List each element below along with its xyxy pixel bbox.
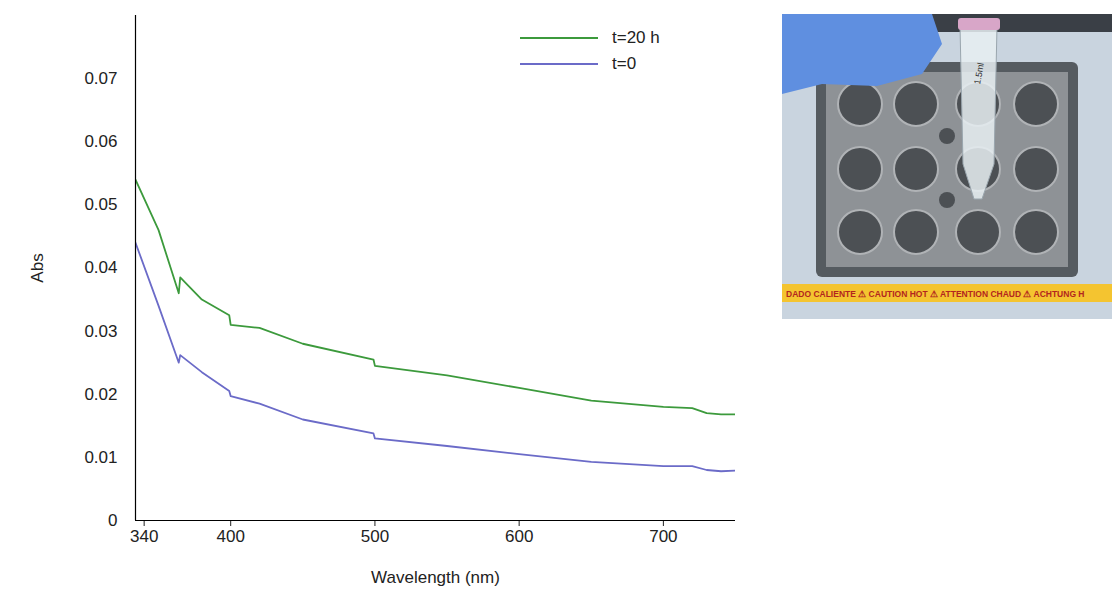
svg-text:340: 340 [130,527,158,546]
svg-text:0.03: 0.03 [84,322,117,341]
svg-text:0.01: 0.01 [84,448,117,467]
html-text:t=0: t=0 [612,54,637,73]
svg-text:600: 600 [505,527,533,546]
svg-text:0.05: 0.05 [84,195,117,214]
svg-text:500: 500 [361,527,389,546]
svg-text:Abs: Abs [28,253,47,282]
svg-text:1.5ml: 1.5ml [972,62,986,85]
svg-text:0: 0 [108,511,117,530]
svg-text:0.04: 0.04 [84,258,117,277]
svg-text:0.06: 0.06 [84,132,117,151]
svg-text:DADO CALIENTE ⚠ CAUTION HOT ⚠: DADO CALIENTE ⚠ CAUTION HOT ⚠ ATTENTION … [786,289,1085,299]
svg-text:0.07: 0.07 [84,69,117,88]
svg-text:0.02: 0.02 [84,385,117,404]
svg-text:400: 400 [217,527,245,546]
html-text:t=20 h: t=20 h [612,28,660,47]
svg-text:700: 700 [649,527,677,546]
svg-text:Wavelength (nm): Wavelength (nm) [371,568,500,587]
